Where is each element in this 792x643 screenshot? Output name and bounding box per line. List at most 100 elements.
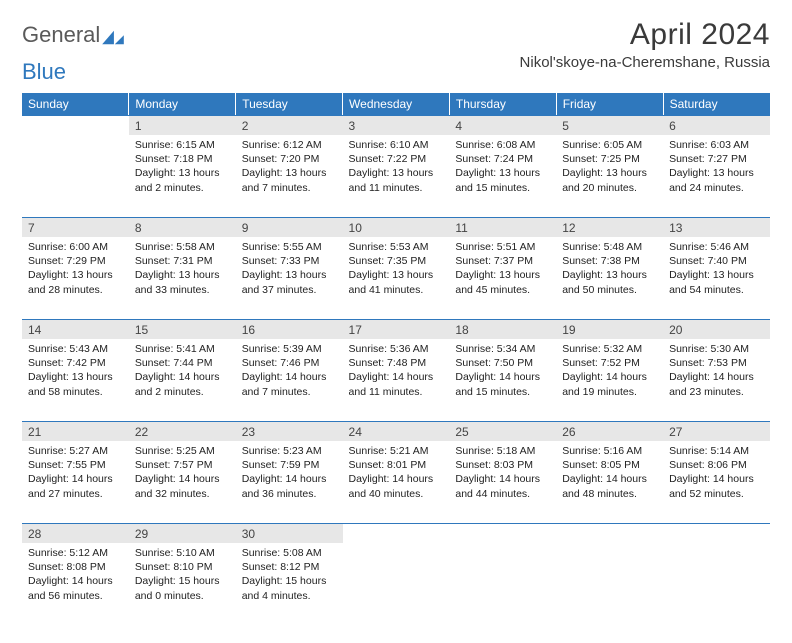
day-body: Sunrise: 6:05 AMSunset: 7:25 PMDaylight:… [556,135,663,201]
day-number: 9 [236,217,343,237]
day-body: Sunrise: 6:15 AMSunset: 7:18 PMDaylight:… [129,135,236,201]
day-cell: Sunrise: 5:58 AMSunset: 7:31 PMDaylight:… [129,237,236,319]
day-dl1: Daylight: 13 hours [455,268,550,282]
day-sr: Sunrise: 5:32 AM [562,342,657,356]
day-sr: Sunrise: 5:12 AM [28,546,123,560]
day-sr: Sunrise: 5:21 AM [349,444,444,458]
day-ss: Sunset: 7:35 PM [349,254,444,268]
day-cell: Sunrise: 5:16 AMSunset: 8:05 PMDaylight:… [556,441,663,523]
day-ss: Sunset: 7:27 PM [669,152,764,166]
day-ss: Sunset: 7:31 PM [135,254,230,268]
day-body: Sunrise: 5:14 AMSunset: 8:06 PMDaylight:… [663,441,770,507]
day-number [22,115,129,135]
day-dl1: Daylight: 13 hours [242,268,337,282]
day-dl2: and 7 minutes. [242,385,337,399]
day-sr: Sunrise: 6:08 AM [455,138,550,152]
day-dl1: Daylight: 13 hours [669,268,764,282]
day-dl2: and 50 minutes. [562,283,657,297]
day-number: 27 [663,421,770,441]
day-number: 30 [236,523,343,543]
day-ss: Sunset: 7:55 PM [28,458,123,472]
day-ss: Sunset: 7:20 PM [242,152,337,166]
day-dl1: Daylight: 13 hours [455,166,550,180]
daynum-row: 123456 [22,115,770,135]
day-cell: Sunrise: 5:46 AMSunset: 7:40 PMDaylight:… [663,237,770,319]
day-body: Sunrise: 5:27 AMSunset: 7:55 PMDaylight:… [22,441,129,507]
day-ss: Sunset: 7:42 PM [28,356,123,370]
day-dl2: and 56 minutes. [28,589,123,603]
day-dl1: Daylight: 13 hours [562,268,657,282]
day-dl1: Daylight: 14 hours [349,370,444,384]
day-cell: Sunrise: 6:15 AMSunset: 7:18 PMDaylight:… [129,135,236,217]
day-dl1: Daylight: 15 hours [135,574,230,588]
day-dl1: Daylight: 13 hours [28,370,123,384]
day-sr: Sunrise: 5:41 AM [135,342,230,356]
day-number: 15 [129,319,236,339]
day-cell: Sunrise: 5:34 AMSunset: 7:50 PMDaylight:… [449,339,556,421]
daynum-row: 14151617181920 [22,319,770,339]
day-dl2: and 28 minutes. [28,283,123,297]
day-sr: Sunrise: 5:34 AM [455,342,550,356]
day-ss: Sunset: 7:18 PM [135,152,230,166]
day-dl2: and 52 minutes. [669,487,764,501]
day-sr: Sunrise: 6:05 AM [562,138,657,152]
week-row: Sunrise: 5:12 AMSunset: 8:08 PMDaylight:… [22,543,770,625]
day-dl1: Daylight: 13 hours [242,166,337,180]
title-block: April 2024 Nikol'skoye-na-Cheremshane, R… [520,18,770,71]
day-body: Sunrise: 5:39 AMSunset: 7:46 PMDaylight:… [236,339,343,405]
day-body: Sunrise: 5:36 AMSunset: 7:48 PMDaylight:… [343,339,450,405]
day-number: 21 [22,421,129,441]
day-sr: Sunrise: 5:58 AM [135,240,230,254]
day-body: Sunrise: 5:16 AMSunset: 8:05 PMDaylight:… [556,441,663,507]
day-dl2: and 54 minutes. [669,283,764,297]
day-number: 24 [343,421,450,441]
day-dl1: Daylight: 14 hours [669,472,764,486]
day-cell: Sunrise: 5:48 AMSunset: 7:38 PMDaylight:… [556,237,663,319]
day-number: 26 [556,421,663,441]
day-cell [22,135,129,217]
day-dl2: and 15 minutes. [455,181,550,195]
day-number: 8 [129,217,236,237]
day-number: 22 [129,421,236,441]
day-dl2: and 4 minutes. [242,589,337,603]
day-dl1: Daylight: 14 hours [28,472,123,486]
day-cell: Sunrise: 5:23 AMSunset: 7:59 PMDaylight:… [236,441,343,523]
day-number: 17 [343,319,450,339]
day-dl2: and 24 minutes. [669,181,764,195]
day-cell: Sunrise: 5:30 AMSunset: 7:53 PMDaylight:… [663,339,770,421]
day-number: 20 [663,319,770,339]
day-body: Sunrise: 5:08 AMSunset: 8:12 PMDaylight:… [236,543,343,609]
day-body: Sunrise: 5:21 AMSunset: 8:01 PMDaylight:… [343,441,450,507]
location: Nikol'skoye-na-Cheremshane, Russia [520,54,770,71]
day-ss: Sunset: 7:52 PM [562,356,657,370]
day-cell: Sunrise: 5:12 AMSunset: 8:08 PMDaylight:… [22,543,129,625]
day-cell [663,543,770,625]
day-body: Sunrise: 5:58 AMSunset: 7:31 PMDaylight:… [129,237,236,303]
day-body: Sunrise: 5:23 AMSunset: 7:59 PMDaylight:… [236,441,343,507]
day-dl2: and 33 minutes. [135,283,230,297]
day-ss: Sunset: 7:57 PM [135,458,230,472]
day-dl2: and 45 minutes. [455,283,550,297]
day-dl2: and 11 minutes. [349,385,444,399]
day-sr: Sunrise: 5:30 AM [669,342,764,356]
day-body: Sunrise: 5:32 AMSunset: 7:52 PMDaylight:… [556,339,663,405]
day-dl1: Daylight: 13 hours [669,166,764,180]
day-number: 28 [22,523,129,543]
day-dl1: Daylight: 14 hours [349,472,444,486]
day-cell: Sunrise: 5:18 AMSunset: 8:03 PMDaylight:… [449,441,556,523]
day-ss: Sunset: 7:37 PM [455,254,550,268]
day-body: Sunrise: 5:48 AMSunset: 7:38 PMDaylight:… [556,237,663,303]
day-cell [343,543,450,625]
day-ss: Sunset: 8:05 PM [562,458,657,472]
day-dl2: and 0 minutes. [135,589,230,603]
daynum-row: 282930 [22,523,770,543]
day-cell [449,543,556,625]
day-dl2: and 27 minutes. [28,487,123,501]
day-number: 23 [236,421,343,441]
day-number: 3 [343,115,450,135]
day-cell: Sunrise: 6:10 AMSunset: 7:22 PMDaylight:… [343,135,450,217]
day-ss: Sunset: 8:12 PM [242,560,337,574]
day-dl1: Daylight: 14 hours [242,472,337,486]
day-dl2: and 41 minutes. [349,283,444,297]
day-dl1: Daylight: 15 hours [242,574,337,588]
